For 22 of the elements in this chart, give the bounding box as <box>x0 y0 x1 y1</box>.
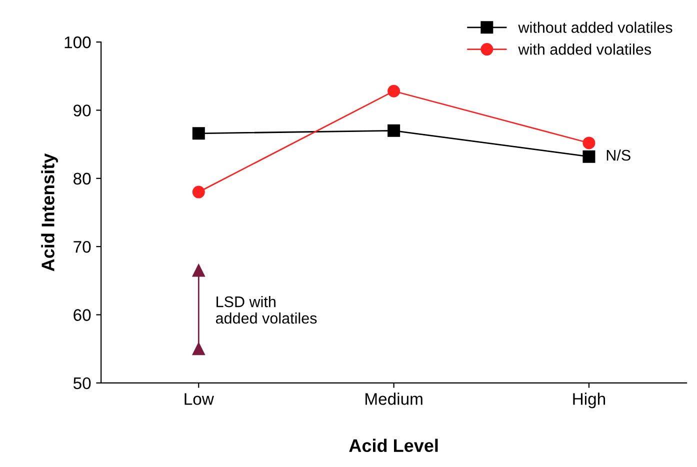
x-tick-label: High <box>573 392 606 408</box>
annotation: N/S <box>606 149 630 161</box>
x-tick-label: Medium <box>366 392 422 405</box>
y-axis-title: Acid Intensity <box>41 153 58 272</box>
y-tick-label: 80 <box>74 172 91 185</box>
x-axis-title: Acid Level <box>349 438 438 452</box>
y-tick-label: 50 <box>73 377 91 390</box>
y-tick-label: 60 <box>74 309 91 321</box>
point <box>192 264 205 277</box>
x-tick-label: Low <box>184 393 214 405</box>
legend-label: without added volatiles <box>518 22 672 33</box>
y-tick-label: 90 <box>74 104 91 116</box>
annotation: LSD with added volatiles <box>216 296 317 324</box>
point <box>192 127 205 140</box>
legend-label: with added volatiles <box>518 44 652 55</box>
point <box>388 124 400 137</box>
point <box>388 84 400 98</box>
point <box>192 186 205 198</box>
y-tick-label: 100 <box>64 36 91 48</box>
y-tick-label: 70 <box>74 240 91 253</box>
point <box>582 150 596 163</box>
point <box>582 136 596 150</box>
